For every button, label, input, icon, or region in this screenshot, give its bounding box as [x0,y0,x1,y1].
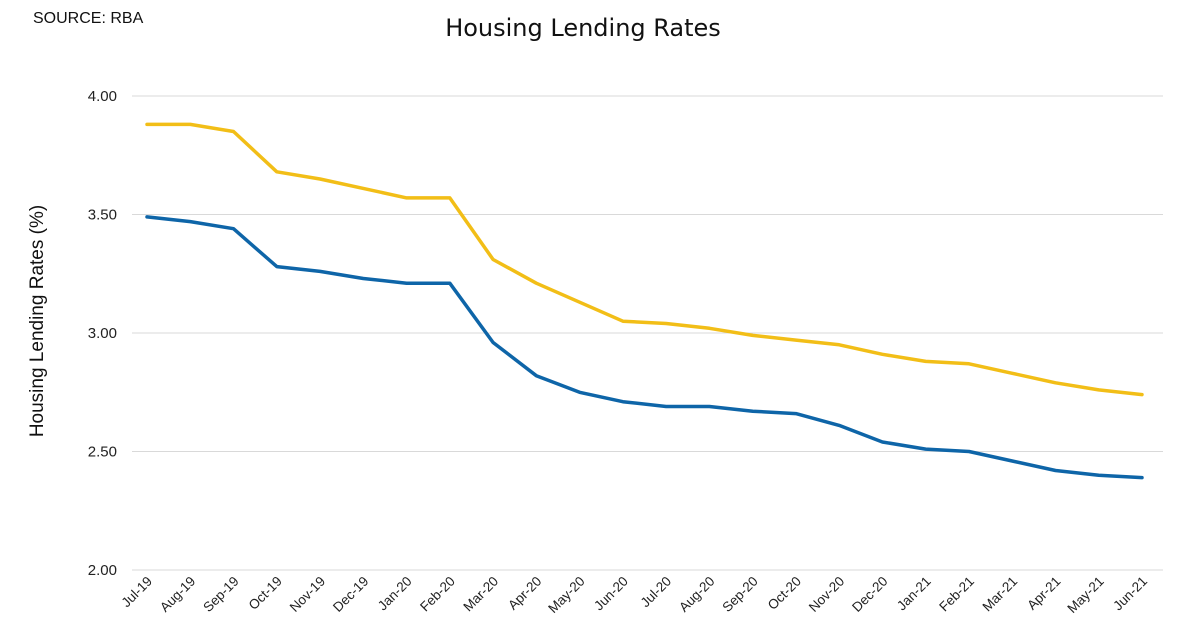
gridlines [132,95,1163,571]
x-axis-ticks: Jul-19 Aug-19 Sep-19 Oct-19 Nov-19 Dec-19 Jan-… [119,574,1151,616]
x-tick-label: Mar-21 [979,574,1020,615]
source-label: SOURCE: RBA [33,10,144,27]
x-tick-label: Nov-20 [806,574,847,615]
x-tick-label: Oct-20 [765,574,804,613]
x-tick-label: Apr-21 [1024,574,1063,613]
series-line-lower [145,215,1144,480]
x-tick-label: May-21 [1064,574,1106,616]
x-tick-label: Jul-19 [119,574,156,611]
x-tick-label: Mar-20 [460,574,501,615]
x-tick-label: Jun-20 [591,574,631,614]
y-tick-label: 2.00 [88,562,117,579]
x-tick-label: May-20 [545,574,587,616]
x-tick-label: Sep-19 [200,574,241,615]
y-tick-label: 3.00 [88,325,117,342]
x-tick-label: Apr-20 [505,574,544,613]
y-axis-ticks: 2.00 2.50 3.00 3.50 4.00 [88,88,117,579]
x-tick-label: Sep-20 [719,574,760,615]
y-axis-label: Housing Lending Rates (%) [27,205,48,437]
series-line-upper [145,122,1144,397]
x-tick-label: Dec-19 [330,574,371,615]
x-tick-label: Jan-20 [375,574,415,614]
x-tick-label: Aug-20 [676,574,717,615]
x-tick-label: Feb-20 [417,574,458,615]
chart-title: Housing Lending Rates [445,14,721,42]
x-tick-label: Aug-19 [157,574,198,615]
x-tick-label: Nov-19 [287,574,328,615]
y-tick-label: 4.00 [88,88,117,105]
x-tick-label: Jul-20 [638,574,675,611]
series-lines [145,122,1144,480]
x-tick-label: Feb-21 [936,574,977,615]
x-tick-label: Dec-20 [849,574,890,615]
x-tick-label: Jun-21 [1110,574,1150,614]
y-tick-label: 2.50 [88,444,117,461]
x-tick-label: Oct-19 [246,574,285,613]
y-tick-label: 3.50 [88,207,117,224]
x-tick-label: Jan-21 [894,574,934,614]
